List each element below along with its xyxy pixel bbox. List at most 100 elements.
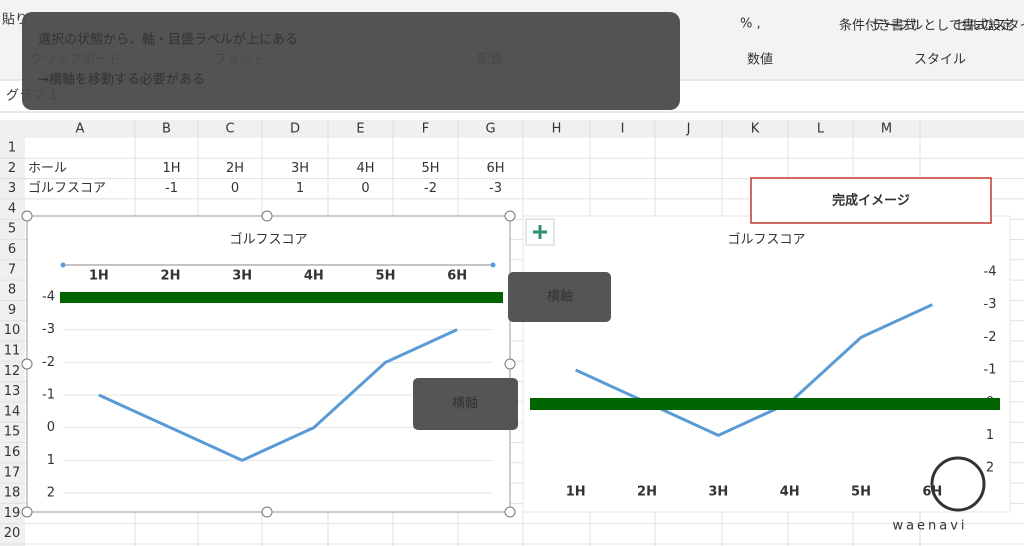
x-tick-label: 5H bbox=[851, 485, 871, 500]
y-tick-label: 0 bbox=[47, 420, 55, 435]
ribbon-number-format[interactable]: % , bbox=[740, 17, 761, 32]
cell-text: -2 bbox=[424, 181, 437, 196]
axis-highlight bbox=[60, 292, 503, 303]
row-header: 1 bbox=[8, 141, 16, 156]
row-header: 14 bbox=[4, 404, 21, 419]
row-header: 10 bbox=[4, 323, 21, 338]
cell-text: ホール bbox=[28, 161, 67, 176]
cell-text: 4H bbox=[356, 161, 374, 176]
ribbon-style-button[interactable]: セルのスタイル bbox=[954, 19, 1024, 34]
y-tick-label: -1 bbox=[984, 363, 997, 378]
axis-highlight bbox=[530, 398, 1000, 410]
cell-text: 0 bbox=[231, 181, 239, 196]
selection-handle[interactable] bbox=[261, 210, 273, 222]
y-tick-label: 1 bbox=[47, 453, 55, 468]
y-tick-label: 2 bbox=[986, 461, 994, 476]
column-header: D bbox=[290, 122, 300, 137]
column-header: M bbox=[881, 122, 892, 137]
ribbon-group-label: 数値 bbox=[747, 52, 773, 68]
line-series bbox=[575, 303, 933, 437]
y-tick-label: -4 bbox=[984, 265, 997, 280]
ribbon-style-button[interactable]: 条件付き書式 bbox=[839, 18, 917, 34]
y-tick-label: -3 bbox=[42, 322, 55, 337]
column-header: C bbox=[225, 122, 234, 137]
row-header: 9 bbox=[8, 303, 16, 318]
axis-note: 横軸 bbox=[452, 397, 478, 412]
row-header: 3 bbox=[8, 181, 16, 196]
cell-text: -3 bbox=[489, 181, 502, 196]
selection-handle[interactable] bbox=[504, 506, 516, 518]
column-header: G bbox=[485, 122, 495, 137]
row-header: 17 bbox=[4, 465, 21, 480]
selection-handle[interactable] bbox=[504, 210, 516, 222]
column-header: K bbox=[751, 122, 760, 137]
row-header: 12 bbox=[4, 364, 21, 379]
column-header: A bbox=[76, 122, 85, 137]
y-tick-label: -3 bbox=[984, 297, 997, 312]
watermark: waenavi bbox=[892, 519, 967, 534]
callout-box bbox=[22, 12, 680, 110]
axis-handle bbox=[490, 262, 496, 268]
ribbon-style-button[interactable]: テーブルとして書式設定 bbox=[872, 18, 1014, 34]
axis-note-box bbox=[508, 272, 611, 322]
row-header: 7 bbox=[8, 262, 16, 277]
cell-text: 2H bbox=[226, 161, 244, 176]
completed-label-box bbox=[750, 177, 992, 224]
x-tick-label: 4H bbox=[304, 269, 324, 284]
selection-handle[interactable] bbox=[21, 358, 33, 370]
row-header: 13 bbox=[4, 384, 21, 399]
column-header: H bbox=[552, 122, 562, 137]
row-header: 20 bbox=[4, 526, 21, 541]
y-tick-label: 1 bbox=[986, 428, 994, 443]
selection-handle[interactable] bbox=[21, 506, 33, 518]
column-header: J bbox=[686, 122, 691, 137]
ribbon-button[interactable]: 貼り bbox=[2, 13, 28, 28]
y-tick-label: 2 bbox=[47, 486, 55, 501]
x-tick-label: 1H bbox=[566, 485, 586, 500]
y-tick-label: -2 bbox=[42, 355, 55, 370]
column-header: B bbox=[162, 122, 171, 137]
callout-text: 選択の状態から、軸・目盛ラベルが上にある bbox=[38, 32, 298, 48]
x-tick-label: 5H bbox=[376, 269, 396, 284]
chart-area bbox=[26, 215, 511, 513]
y-tick-label: -2 bbox=[984, 330, 997, 345]
row-header: 18 bbox=[4, 486, 21, 501]
cell-text: 6H bbox=[486, 161, 504, 176]
y-tick-label: -1 bbox=[42, 388, 55, 403]
x-tick-label: 1H bbox=[89, 269, 109, 284]
selection-handle[interactable] bbox=[504, 358, 516, 370]
selection-handle[interactable] bbox=[261, 506, 273, 518]
x-tick-label: 4H bbox=[780, 485, 800, 500]
cell-text: 1H bbox=[162, 161, 180, 176]
plus-icon bbox=[533, 225, 547, 239]
axis-handle bbox=[60, 262, 66, 268]
row-header: 8 bbox=[8, 283, 16, 298]
column-header: L bbox=[817, 122, 825, 137]
column-header: E bbox=[356, 122, 364, 137]
x-tick-label: 2H bbox=[637, 485, 657, 500]
row-header: 5 bbox=[8, 222, 16, 237]
selection-handle[interactable] bbox=[21, 210, 33, 222]
row-header: 15 bbox=[4, 425, 21, 440]
x-tick-label: 2H bbox=[161, 269, 181, 284]
row-header-bar bbox=[0, 120, 25, 546]
column-header-bar bbox=[0, 120, 1024, 138]
watermark-logo bbox=[930, 456, 986, 512]
x-tick-label: 3H bbox=[232, 269, 252, 284]
row-header: 19 bbox=[4, 506, 21, 521]
chart-area bbox=[522, 215, 1011, 513]
cell-text: 3H bbox=[291, 161, 309, 176]
axis-note-box bbox=[413, 378, 518, 430]
callout-text: →横軸を移動する必要がある bbox=[38, 73, 205, 88]
row-header: 16 bbox=[4, 445, 21, 460]
cell-text: 0 bbox=[361, 181, 369, 196]
chart-title: ゴルフスコア bbox=[229, 232, 307, 248]
chart-title: ゴルフスコア bbox=[727, 232, 805, 248]
line-series bbox=[98, 328, 458, 462]
row-header: 4 bbox=[8, 201, 16, 216]
row-header: 6 bbox=[8, 242, 16, 257]
cell-text: 5H bbox=[421, 161, 439, 176]
row-header: 2 bbox=[8, 161, 16, 176]
y-tick-label: -4 bbox=[42, 290, 55, 305]
